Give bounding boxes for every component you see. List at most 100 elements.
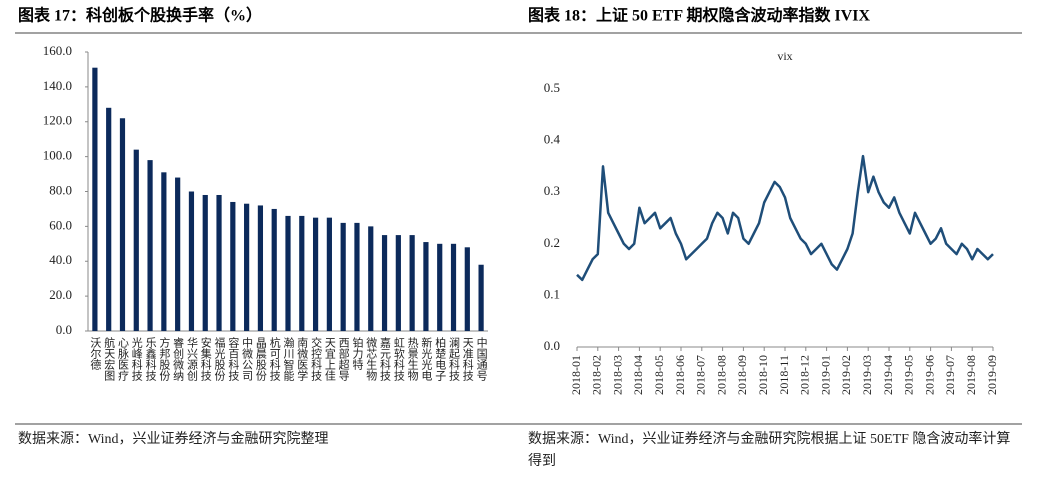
series-name: vix bbox=[777, 49, 792, 63]
y-tick-label: 80.0 bbox=[49, 182, 72, 197]
x-tick-label: 晶晨股份 bbox=[254, 337, 267, 382]
y-tick-label: 20.0 bbox=[49, 287, 72, 302]
bar bbox=[395, 235, 401, 331]
bar bbox=[478, 264, 484, 331]
bar bbox=[285, 215, 291, 331]
y-tick-label: 0.5 bbox=[544, 80, 560, 95]
y-tick-label: 0.2 bbox=[544, 235, 560, 250]
x-tick-label: 2019-01 bbox=[818, 355, 832, 395]
x-tick-label: 热景生物 bbox=[406, 337, 419, 381]
x-tick-label: 2019-02 bbox=[839, 355, 853, 395]
bar bbox=[147, 160, 153, 331]
x-tick-label: 2019-05 bbox=[902, 355, 916, 395]
y-tick-label: 60.0 bbox=[49, 217, 72, 232]
x-tick-label: 心脉医疗 bbox=[116, 337, 129, 382]
bar bbox=[423, 242, 429, 331]
y-tick-label: 160.0 bbox=[43, 43, 72, 58]
x-tick-label: 乐鑫科技 bbox=[144, 337, 157, 382]
x-tick-label: 睿创微纳 bbox=[172, 336, 185, 382]
x-tick-label: 2019-03 bbox=[860, 355, 874, 395]
x-tick-label: 2018-10 bbox=[756, 355, 770, 395]
bar bbox=[257, 205, 264, 331]
x-tick-label: 沃尔德 bbox=[89, 337, 102, 371]
x-tick-label: 南微医学 bbox=[296, 337, 309, 381]
bar bbox=[381, 235, 388, 331]
x-tick-label: 2018-01 bbox=[569, 355, 583, 395]
x-tick-label: 2018-02 bbox=[590, 355, 604, 395]
x-tick-label: 光峰科技 bbox=[130, 336, 143, 382]
x-tick-label: 2018-11 bbox=[777, 355, 791, 395]
x-tick-label: 新光光电 bbox=[420, 336, 433, 381]
y-tick-label: 0.1 bbox=[544, 286, 560, 301]
x-tick-label: 瀚川智能 bbox=[282, 336, 295, 382]
y-tick-label: 100.0 bbox=[43, 148, 72, 163]
bar bbox=[106, 107, 112, 331]
bar bbox=[161, 172, 167, 331]
x-tick-label: 铂力特 bbox=[351, 336, 364, 370]
source: 数据来源：Wind，兴业证券经济与金融研究院整理 bbox=[18, 432, 329, 447]
y-tick-label: 140.0 bbox=[43, 78, 72, 93]
bar bbox=[464, 247, 470, 331]
x-tick-label: 2018-09 bbox=[735, 355, 749, 395]
x-tick-label: 交控科技 bbox=[310, 336, 323, 382]
bar bbox=[450, 243, 457, 331]
x-tick-label: 2019-08 bbox=[964, 355, 978, 395]
y-tick-label: 0.0 bbox=[544, 338, 560, 353]
chart-title: 图表 17：科创板个股换手率（%） bbox=[18, 6, 262, 25]
y-tick-label: 0.3 bbox=[544, 183, 560, 198]
x-tick-label: 嘉元科技 bbox=[379, 336, 392, 382]
bar bbox=[354, 222, 360, 331]
x-tick-label: 杭可科技 bbox=[268, 336, 281, 382]
y-tick-label: 120.0 bbox=[43, 113, 72, 128]
bar bbox=[119, 118, 126, 331]
y-tick-label: 0.0 bbox=[56, 322, 72, 337]
x-tick-label: 容百科技 bbox=[227, 336, 240, 382]
x-tick-label: 2018-08 bbox=[714, 355, 728, 395]
bar bbox=[437, 243, 443, 331]
chart-title: 图表 18：上证 50 ETF 期权隐含波动率指数 IVIX bbox=[528, 6, 871, 25]
bar bbox=[230, 201, 236, 331]
x-tick-label: 2019-09 bbox=[985, 355, 999, 395]
bar bbox=[244, 203, 250, 331]
bar bbox=[299, 215, 305, 331]
source: 数据来源：Wind，兴业证券经济与金融研究院根据上证 50ETF 隐含波动率计算… bbox=[528, 432, 1011, 469]
bar bbox=[216, 194, 222, 331]
bar bbox=[340, 222, 346, 331]
bar bbox=[133, 149, 139, 331]
bar bbox=[175, 177, 181, 331]
x-tick-label: 2018-06 bbox=[673, 355, 687, 395]
x-tick-label: 2019-04 bbox=[881, 355, 895, 395]
x-tick-label: 天宜上佳 bbox=[323, 337, 336, 381]
x-tick-label: 航天宏图 bbox=[103, 336, 116, 382]
x-tick-label: 华兴源创 bbox=[185, 336, 198, 382]
x-tick-label: 2018-04 bbox=[631, 355, 645, 395]
x-tick-label: 福光股份 bbox=[213, 336, 226, 382]
line bbox=[576, 154, 994, 282]
x-tick-label: 2019-06 bbox=[922, 355, 936, 395]
bar bbox=[368, 226, 374, 331]
x-tick-label: 柏楚电子 bbox=[434, 336, 447, 381]
x-tick-label: 天准科技 bbox=[461, 337, 474, 382]
x-tick-label: 中国通号 bbox=[475, 337, 488, 382]
x-tick-label: 虹软科技 bbox=[392, 337, 405, 382]
x-tick-label: 微芯生物 bbox=[365, 336, 378, 381]
bar bbox=[409, 235, 415, 331]
y-tick-label: 0.4 bbox=[544, 132, 561, 147]
x-tick-label: 2018-05 bbox=[652, 355, 666, 395]
bar bbox=[326, 217, 332, 331]
x-tick-label: 2018-07 bbox=[694, 355, 708, 395]
bar bbox=[271, 208, 277, 331]
bar bbox=[188, 191, 195, 331]
x-tick-label: 方邦股份 bbox=[158, 336, 171, 382]
x-tick-label: 西部超导 bbox=[337, 337, 350, 381]
x-tick-label: 2018-12 bbox=[798, 355, 812, 395]
bar bbox=[202, 194, 208, 331]
x-tick-label: 中微公司 bbox=[241, 337, 254, 381]
x-tick-label: 安集科技 bbox=[199, 336, 212, 382]
x-tick-label: 2018-03 bbox=[610, 355, 624, 395]
bar bbox=[92, 67, 98, 331]
x-tick-label: 2019-07 bbox=[943, 355, 957, 395]
bar bbox=[312, 217, 319, 331]
